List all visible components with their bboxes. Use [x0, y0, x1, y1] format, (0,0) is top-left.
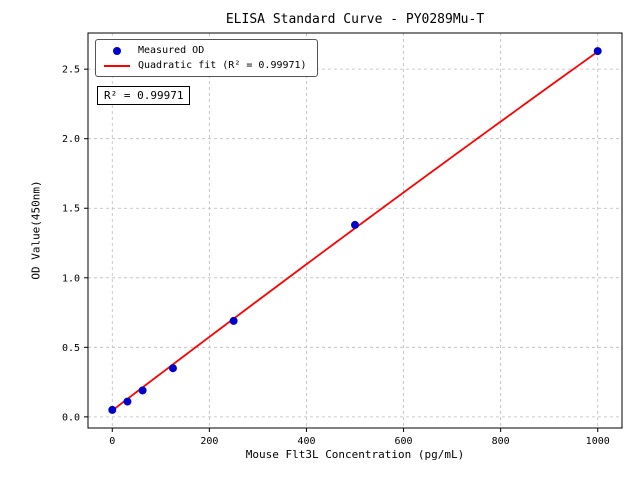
legend-marker-cell	[104, 46, 130, 55]
y-tick-label: 2.5	[62, 65, 80, 76]
y-tick-label: 0.5	[62, 343, 80, 354]
x-tick-label: 0	[109, 436, 115, 447]
line-marker-icon	[104, 64, 130, 67]
measured-od-data-point	[123, 397, 132, 406]
chart-title: ELISA Standard Curve - PY0289Mu-T	[225, 12, 485, 27]
y-axis-label: OD Value(450nm)	[29, 180, 43, 280]
x-tick-label: 800	[492, 436, 510, 447]
legend-label-measured-od: Measured OD	[138, 45, 205, 56]
x-tick-label: 200	[200, 436, 218, 447]
y-tick-label: 0.0	[62, 412, 80, 423]
legend-item-measured-od: Measured OD	[104, 45, 307, 56]
legend: Measured OD Quadratic fit (R² = 0.99971)	[95, 39, 318, 77]
y-tick-label: 1.5	[62, 204, 80, 215]
quadratic-fit-line	[111, 50, 599, 412]
measured-od-data-point	[229, 316, 238, 325]
legend-label-quadratic-fit: Quadratic fit (R² = 0.99971)	[138, 60, 307, 71]
measured-od-data-point	[138, 386, 147, 395]
measured-od-data-point	[593, 47, 602, 56]
scatter-marker-icon	[113, 46, 121, 55]
x-tick-label: 1000	[586, 436, 610, 447]
measured-od-data-point	[108, 405, 117, 414]
y-tick-label: 2.0	[62, 134, 80, 145]
r-squared-annotation: R² = 0.99971	[97, 86, 191, 105]
x-tick-label: 400	[297, 436, 315, 447]
legend-item-quadratic-fit: Quadratic fit (R² = 0.99971)	[104, 60, 307, 71]
plot-frame	[87, 32, 623, 429]
measured-od-data-point	[168, 364, 177, 373]
legend-marker-cell	[104, 64, 130, 67]
x-axis-label: Mouse Flt3L Concentration (pg/mL)	[245, 448, 465, 461]
y-tick-label: 1.0	[62, 273, 80, 284]
x-tick-label: 600	[395, 436, 413, 447]
measured-od-data-point	[351, 220, 359, 229]
